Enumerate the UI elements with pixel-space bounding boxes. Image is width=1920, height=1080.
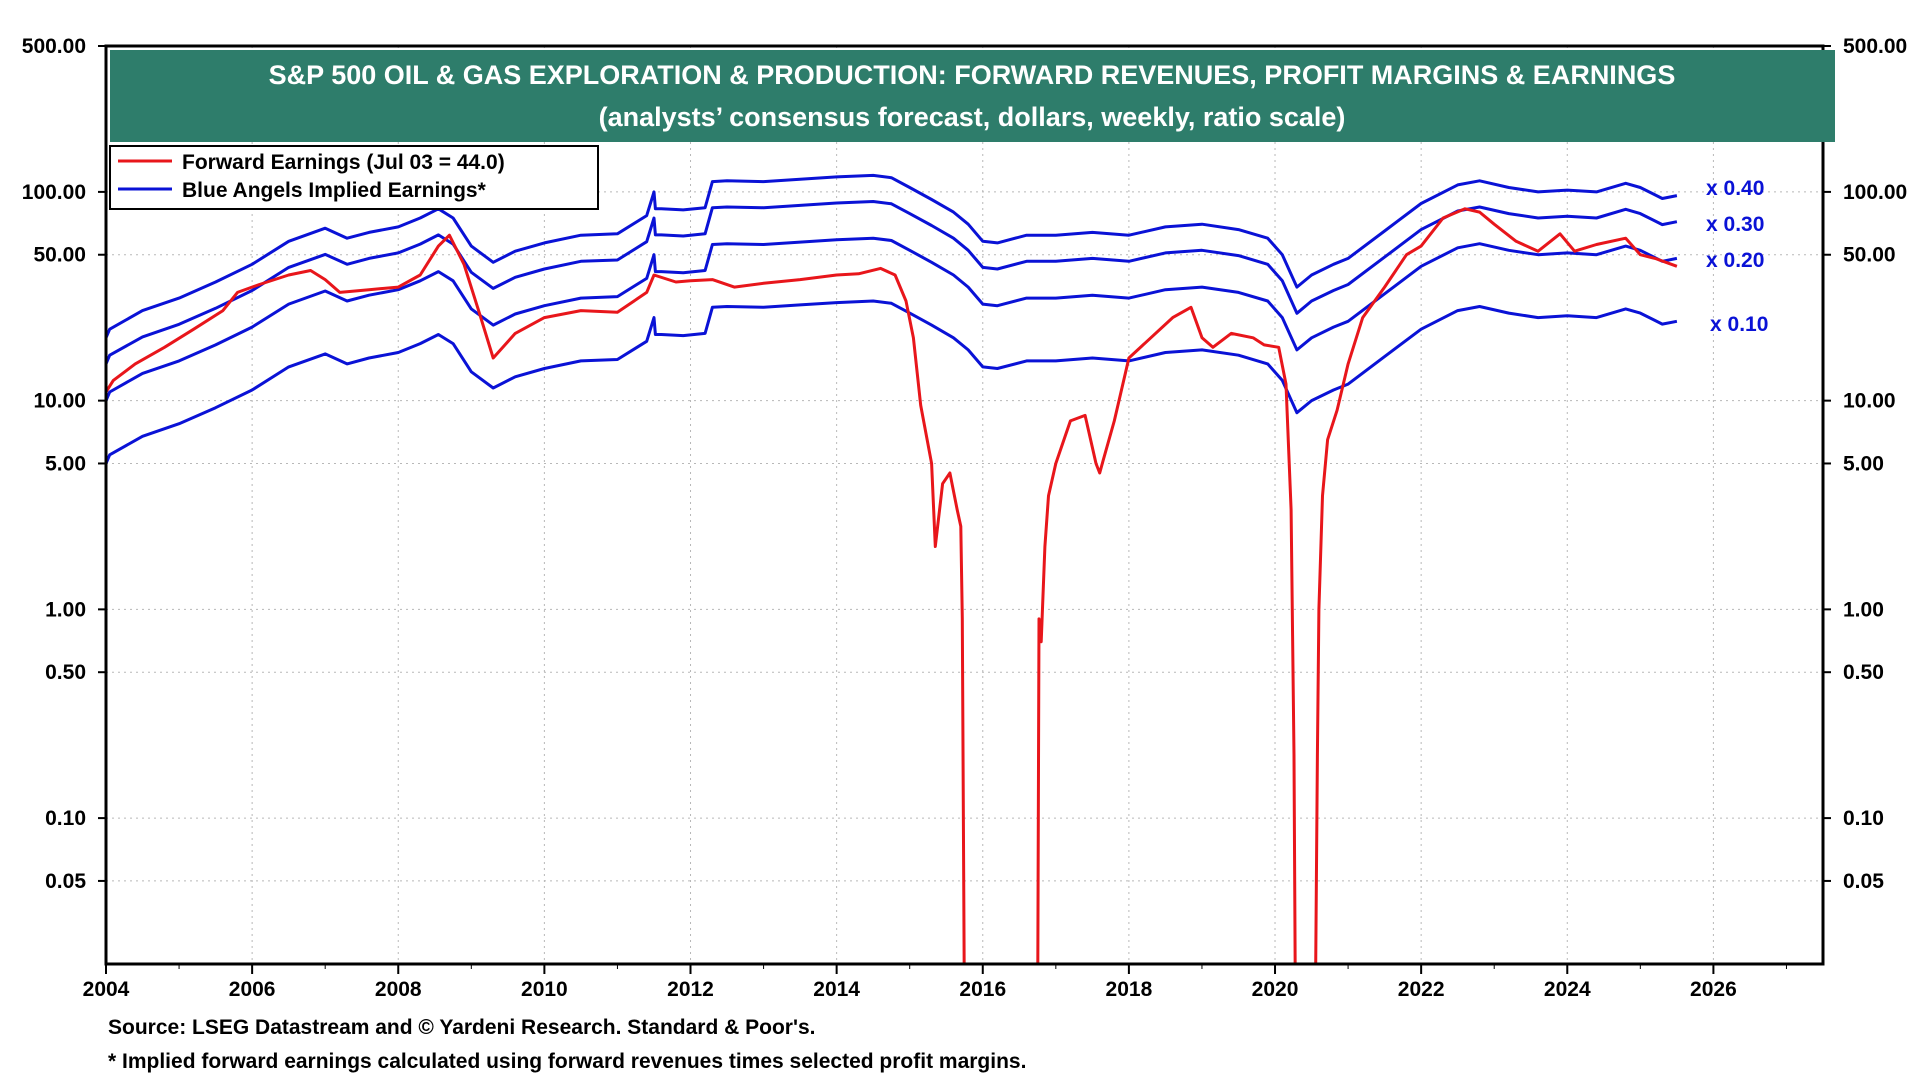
y-tick-label-left: 500.00 [22,35,86,58]
y-tick-label-left: 0.10 [45,807,86,830]
legend-box [109,145,599,210]
x-tick-label: 2004 [83,978,130,1001]
y-tick-label-right: 0.10 [1843,807,1884,830]
annotation-x030: x 0.30 [1706,213,1764,236]
y-tick-label-right: 10.00 [1843,390,1896,413]
x-tick-label: 2014 [813,978,860,1001]
series-line-implied-030 [106,200,1678,365]
y-axis-right: 500.00 100.00 50.00 10.00 5.00 1.00 0.50 0.10 0.… [1823,35,1907,893]
chart-subtitle: (analysts’ consensus forecast, dollars, … [599,102,1346,132]
y-tick-label-left: 10.00 [33,390,86,413]
x-tick-label: 2008 [375,978,422,1001]
y-tick-label-right: 5.00 [1843,452,1884,475]
series-line-implied-010 [106,299,1678,465]
x-tick-label: 2024 [1544,978,1591,1001]
y-tick-label-left: 100.00 [22,181,86,204]
series-line-forward-earnings [106,207,1678,964]
y-tick-label-right: 1.00 [1843,598,1884,621]
annotation-x010: x 0.10 [1710,313,1768,336]
chart-title: S&P 500 OIL & GAS EXPLORATION & PRODUCTI… [269,60,1676,90]
x-tick-label: 2010 [521,978,568,1001]
y-tick-label-left: 50.00 [33,244,86,267]
y-tick-label-left: 1.00 [45,598,86,621]
x-axis: 2004 2006 2008 2010 2012 2014 2016 2018 2020 2022… [83,964,1787,1001]
y-tick-label-left: 0.05 [45,870,86,893]
y-tick-label-right: 0.05 [1843,870,1884,893]
y-tick-label-right: 500.00 [1843,35,1907,58]
x-tick-label: 2016 [959,978,1006,1001]
x-tick-label: 2022 [1398,978,1445,1001]
legend-label-forward-earnings: Forward Earnings (Jul 03 = 44.0) [182,151,505,174]
x-tick-label: 2026 [1690,978,1737,1001]
series-line-implied-020 [106,236,1678,402]
series-line-implied-040 [106,173,1678,339]
plot-frame [104,44,1825,966]
annotation-x040: x 0.40 [1706,177,1764,200]
y-tick-label-right: 100.00 [1843,181,1907,204]
implied-note: * Implied forward earnings calculated us… [108,1050,1027,1073]
x-tick-label: 2012 [667,978,714,1001]
legend: Forward Earnings (Jul 03 = 44.0) Blue An… [109,145,599,210]
source-note: Source: LSEG Datastream and © Yardeni Re… [108,1016,816,1039]
y-tick-label-right: 50.00 [1843,244,1896,267]
x-tick-label: 2018 [1106,978,1153,1001]
y-tick-label-left: 5.00 [45,452,86,475]
annotation-x020: x 0.20 [1706,249,1764,272]
x-tick-label: 2006 [229,978,276,1001]
y-tick-label-left: 0.50 [45,661,86,684]
y-tick-label-right: 0.50 [1843,661,1884,684]
x-tick-label: 2020 [1252,978,1299,1001]
legend-label-blue-angels: Blue Angels Implied Earnings* [182,179,487,202]
title-banner [110,50,1835,142]
y-axis-left: 500.00 100.00 50.00 10.00 5.00 1.00 0.50 0.10 0.… [22,35,106,893]
series-layer [106,173,1678,964]
